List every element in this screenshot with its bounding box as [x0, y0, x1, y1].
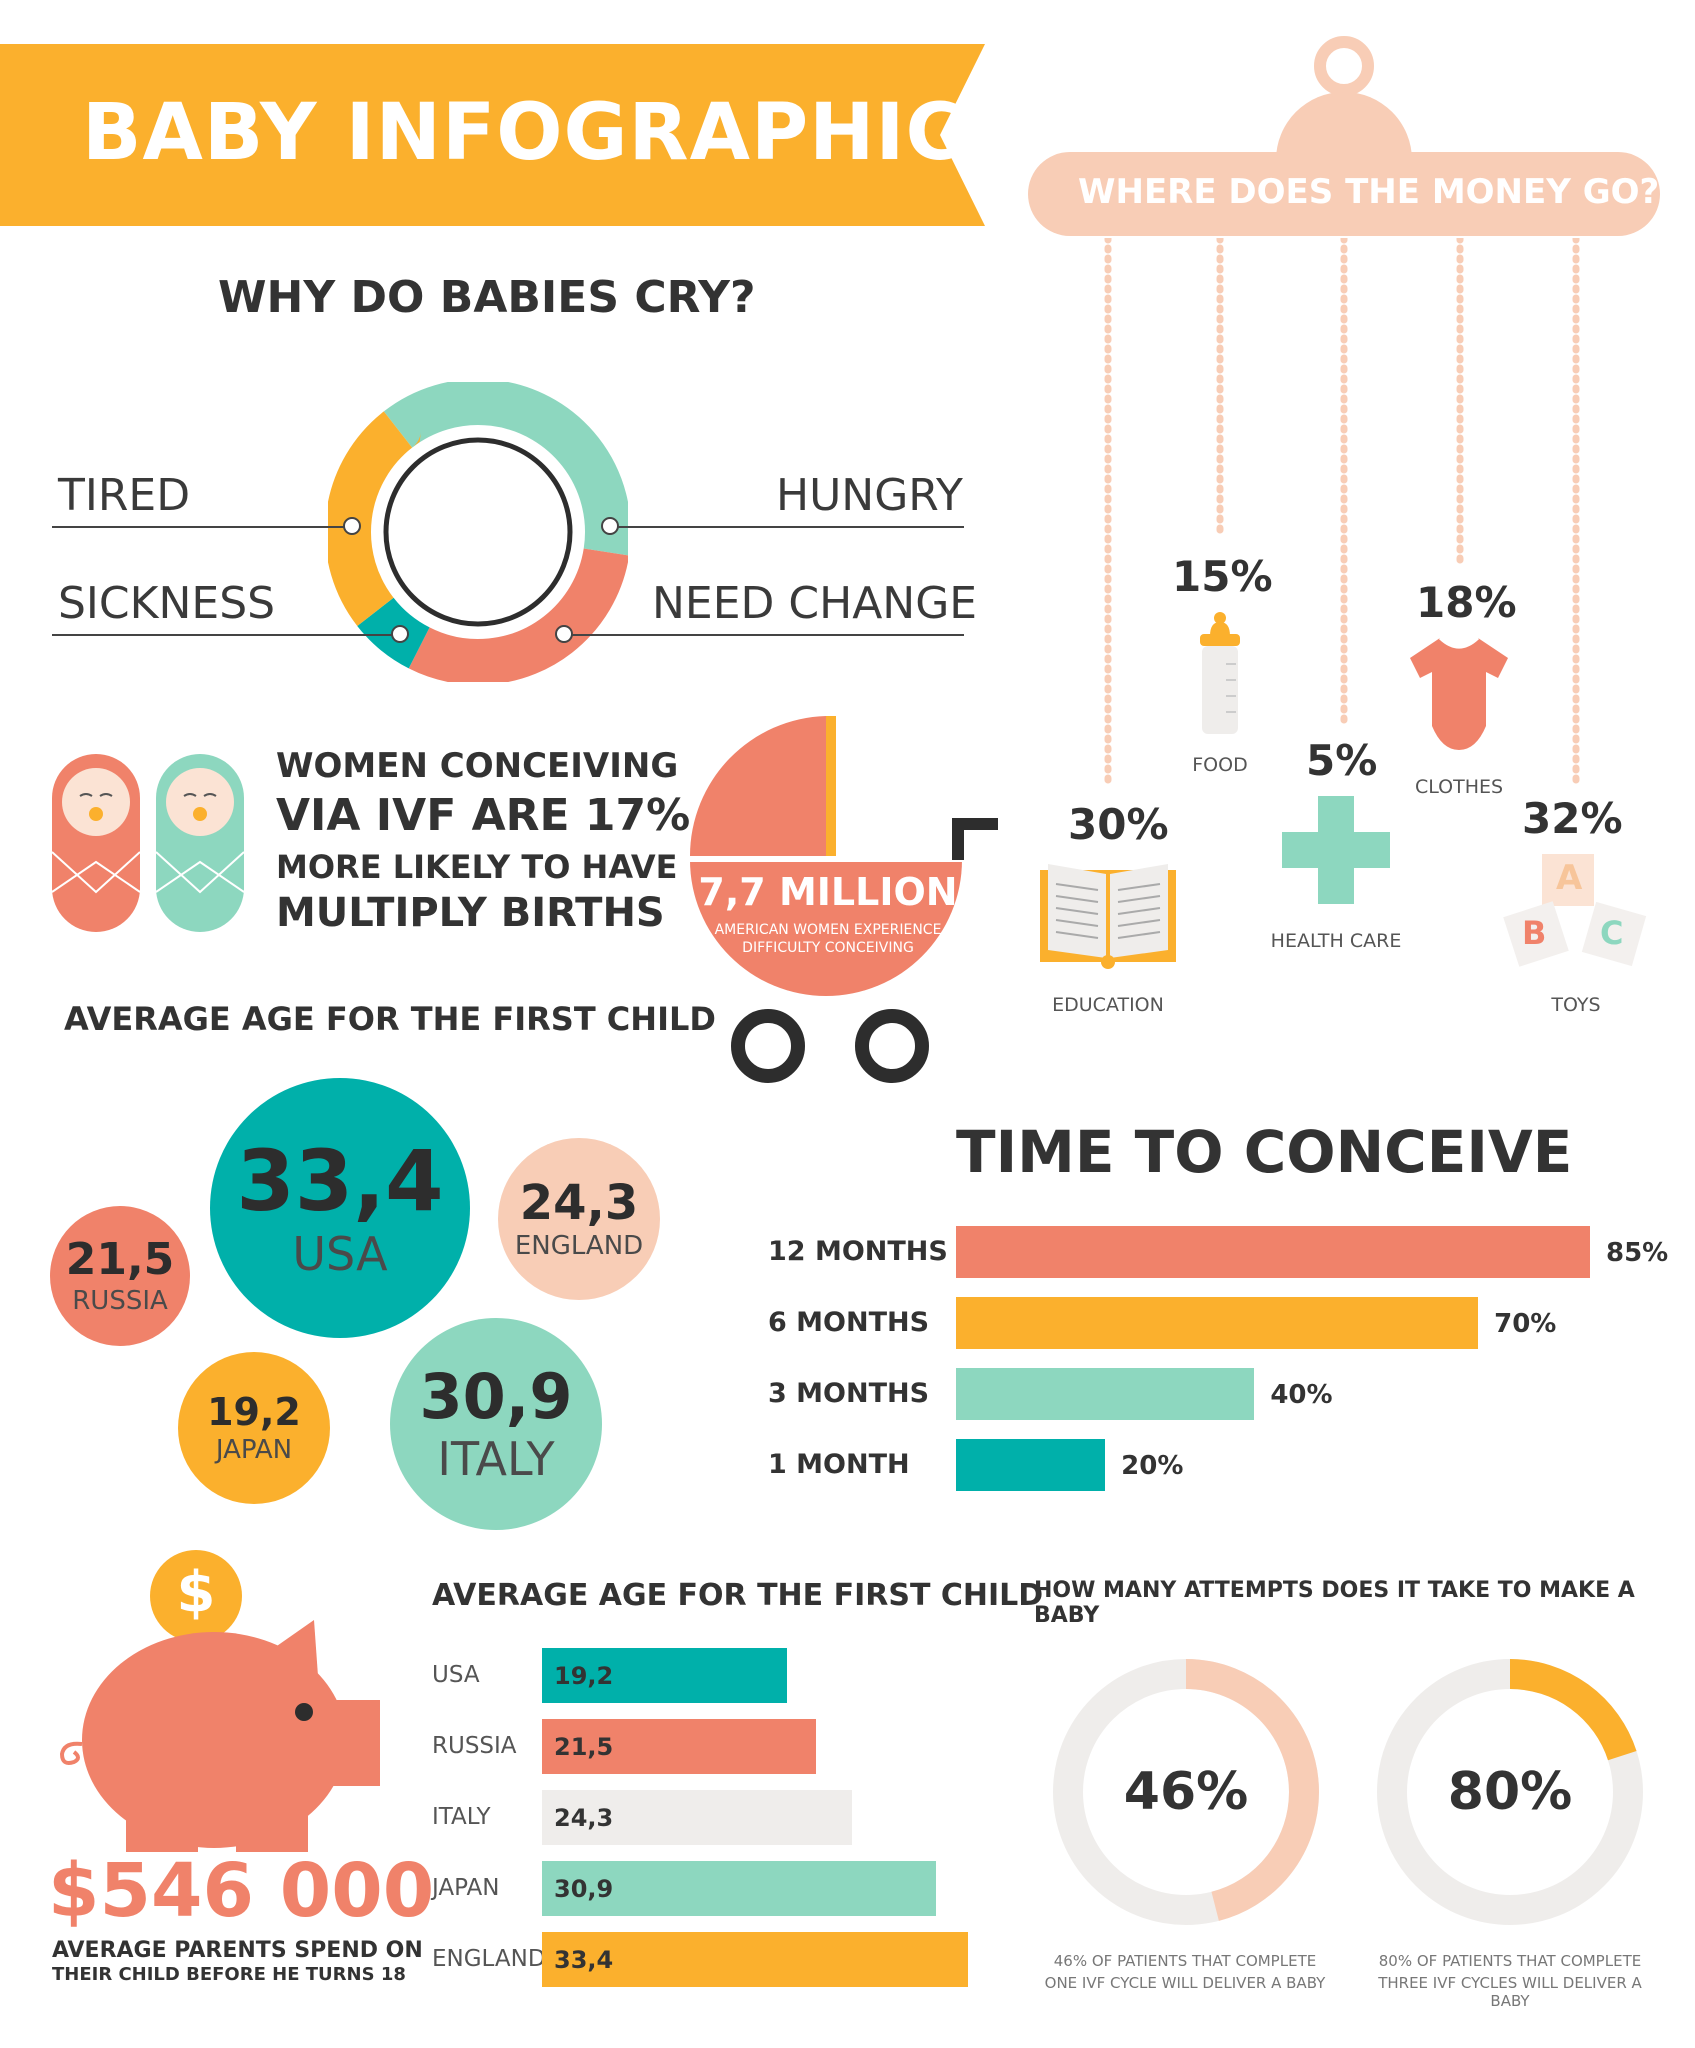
- stroller-icon: [690, 716, 998, 1083]
- mobile-strings: [1104, 238, 1580, 792]
- tc-label-1-month: 1 MONTH: [768, 1449, 910, 1480]
- ivf-line-4: MULTIPLY BIRTHS: [276, 890, 665, 936]
- money-label-education: EDUCATION: [1052, 994, 1164, 1016]
- piggy-line-1: AVERAGE PARENTS SPEND ON: [52, 1938, 423, 1963]
- cry-line-hungry: [612, 526, 964, 528]
- block-letter-c: C: [1600, 914, 1624, 952]
- age-value-label: 24,3: [554, 1803, 614, 1832]
- mobile-hanger: [1028, 36, 1660, 236]
- cry-line-dots: [343, 517, 619, 643]
- age-label-england: ENGLAND: [432, 1946, 546, 1972]
- blocks-icon: [1503, 854, 1647, 967]
- cry-slice-need-change: [328, 382, 628, 682]
- money-label-clothes: CLOTHES: [1414, 776, 1504, 798]
- attempt-note-2-line-1: 80% OF PATIENTS THAT COMPLETE: [1378, 1952, 1642, 1970]
- ivf-line-2: VIA IVF ARE 17%: [276, 790, 691, 841]
- stroller-line-1: AMERICAN WOMEN EXPERIENCE: [714, 922, 942, 938]
- age-bar-japan: 30,9: [542, 1861, 937, 1916]
- stroller-value: 7,7 MILLION: [698, 870, 958, 914]
- cry-line-need-change: [566, 634, 964, 636]
- tc-value-label: 70%: [1494, 1309, 1557, 1339]
- cry-label-tired: TIRED: [58, 470, 191, 521]
- cry-line-tired: [52, 526, 350, 528]
- money-pct-food: 15%: [1172, 552, 1273, 601]
- money-pct-health-care: 5%: [1306, 736, 1378, 785]
- cry-label-sickness: SICKNESS: [58, 578, 276, 629]
- block-letter-b: B: [1522, 914, 1547, 952]
- attempt-value-1: 46%: [1123, 1762, 1249, 1822]
- attempt-ring-2: [1377, 1659, 1643, 1925]
- age-value-label: 33,4: [554, 1945, 614, 1974]
- attempt-note-2-line-2: THREE IVF CYCLES WILL DELIVER A BABY: [1378, 1974, 1642, 2010]
- attempt-ring-1: [1053, 1659, 1319, 1925]
- cry-line-sickness: [52, 634, 398, 636]
- age-label-italy: ITALY: [432, 1804, 491, 1830]
- age-label-usa: USA: [432, 1662, 480, 1688]
- money-label-health-care: HEALTH CARE: [1270, 930, 1402, 952]
- age-label-japan: JAPAN: [432, 1875, 500, 1901]
- age-bar-england: 33,4: [542, 1932, 968, 1987]
- age-circles-title: AVERAGE AGE FOR THE FIRST CHILD: [64, 1000, 716, 1038]
- ivf-line-3: MORE LIKELY TO HAVE: [276, 848, 678, 886]
- piggy-bank-icon: [59, 1550, 380, 1852]
- age-bars-title: AVERAGE AGE FOR THE FIRST CHILD: [432, 1578, 1044, 1613]
- ivf-line-1: WOMEN CONCEIVING: [276, 746, 679, 786]
- swaddled-babies-icon: [51, 754, 245, 932]
- cry-label-need-change: NEED CHANGE: [652, 578, 978, 629]
- coin-symbol: $: [176, 1560, 216, 1625]
- age-bar-italy: 24,3: [542, 1790, 852, 1845]
- age-value-label: 21,5: [554, 1732, 614, 1761]
- tc-bar-12-months: [956, 1226, 1590, 1278]
- money-pct-education: 30%: [1068, 800, 1169, 849]
- piggy-amount: $546 000: [48, 1848, 435, 1934]
- bottle-icon: [1200, 612, 1240, 734]
- attempt-ring-arc: [1053, 1659, 1319, 1925]
- age-circle-italy: 30,9 ITALY: [390, 1318, 602, 1530]
- piggy-line-2: THEIR CHILD BEFORE HE TURNS 18: [52, 1964, 406, 1985]
- stroller-line-2: DIFFICULTY CONCEIVING: [742, 940, 914, 956]
- age-circle-japan: 19,2 JAPAN: [178, 1352, 330, 1504]
- tc-bar-6-months: [956, 1297, 1479, 1349]
- block-letter-a: A: [1556, 858, 1583, 898]
- attempt-value-2: 80%: [1447, 1762, 1573, 1822]
- money-label-food: FOOD: [1192, 754, 1248, 776]
- attempt-note-1-line-1: 46% OF PATIENTS THAT COMPLETE: [1053, 1952, 1317, 1970]
- tc-bar-3-months: [956, 1368, 1255, 1420]
- money-pct-clothes: 18%: [1416, 578, 1517, 627]
- attempt-ring-arc: [1377, 1659, 1643, 1925]
- age-value-label: 19,2: [554, 1661, 614, 1690]
- title-banner: [0, 44, 985, 226]
- age-circle-usa: 33,4 USA: [210, 1078, 470, 1338]
- age-bar-russia: 21,5: [542, 1719, 817, 1774]
- cry-label-hungry: HUNGRY: [776, 470, 963, 521]
- tc-value-label: 40%: [1270, 1380, 1333, 1410]
- onesie-icon: [1410, 636, 1508, 750]
- tc-bar-1-month: [956, 1439, 1106, 1491]
- cry-title: WHY DO BABIES CRY?: [218, 272, 756, 323]
- age-label-russia: RUSSIA: [432, 1733, 517, 1759]
- age-bar-usa: 19,2: [542, 1648, 787, 1703]
- money-label-toys: TOYS: [1551, 994, 1601, 1016]
- tc-title: TIME TO CONCEIVE: [956, 1118, 1573, 1186]
- attempts-title: HOW MANY ATTEMPTS DOES IT TAKE TO MAKE A…: [1034, 1578, 1635, 1628]
- tc-value-label: 85%: [1606, 1238, 1669, 1268]
- age-circle-england: 24,3 ENGLAND: [498, 1138, 660, 1300]
- book-icon: [1040, 864, 1176, 969]
- tc-value-label: 20%: [1121, 1451, 1184, 1481]
- tc-label-3-months: 3 MONTHS: [768, 1378, 930, 1409]
- attempt-note-1-line-2: ONE IVF CYCLE WILL DELIVER A BABY: [1044, 1974, 1326, 1992]
- tc-label-12-months: 12 MONTHS: [768, 1236, 948, 1267]
- cry-slice-sickness: [328, 382, 628, 682]
- money-title: WHERE DOES THE MONEY GO?: [1078, 172, 1660, 212]
- age-circle-russia: 21,5 RUSSIA: [50, 1206, 190, 1346]
- cross-icon: [1282, 796, 1390, 904]
- tc-label-6-months: 6 MONTHS: [768, 1307, 930, 1338]
- money-pct-toys: 32%: [1522, 794, 1623, 843]
- age-value-label: 30,9: [554, 1874, 614, 1903]
- page-title: BABY INFOGRAPHIC: [82, 88, 964, 178]
